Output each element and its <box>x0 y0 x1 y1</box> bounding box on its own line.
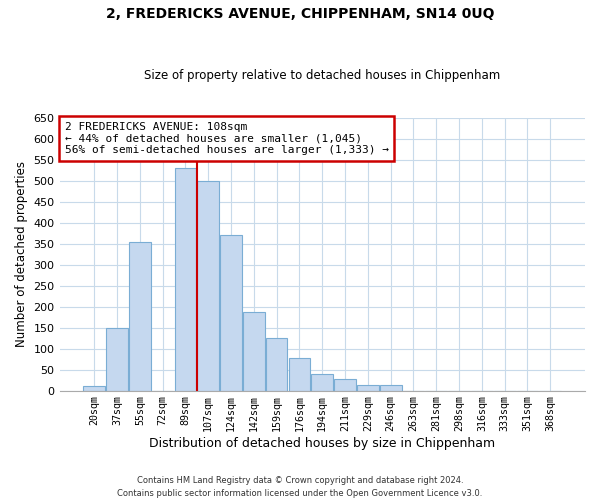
Bar <box>357 384 379 390</box>
Bar <box>106 328 128 390</box>
Text: 2 FREDERICKS AVENUE: 108sqm
← 44% of detached houses are smaller (1,045)
56% of : 2 FREDERICKS AVENUE: 108sqm ← 44% of det… <box>65 122 389 155</box>
Bar <box>220 236 242 390</box>
Bar <box>334 379 356 390</box>
Text: Contains HM Land Registry data © Crown copyright and database right 2024.
Contai: Contains HM Land Registry data © Crown c… <box>118 476 482 498</box>
Bar <box>129 242 151 390</box>
Bar <box>83 386 105 390</box>
Y-axis label: Number of detached properties: Number of detached properties <box>15 161 28 347</box>
Text: 2, FREDERICKS AVENUE, CHIPPENHAM, SN14 0UQ: 2, FREDERICKS AVENUE, CHIPPENHAM, SN14 0… <box>106 8 494 22</box>
Bar <box>243 312 265 390</box>
Bar <box>380 385 401 390</box>
Bar <box>289 358 310 390</box>
X-axis label: Distribution of detached houses by size in Chippenham: Distribution of detached houses by size … <box>149 437 496 450</box>
Bar <box>197 181 219 390</box>
Bar <box>175 168 196 390</box>
Bar <box>311 374 333 390</box>
Title: Size of property relative to detached houses in Chippenham: Size of property relative to detached ho… <box>144 69 500 82</box>
Bar <box>266 338 287 390</box>
